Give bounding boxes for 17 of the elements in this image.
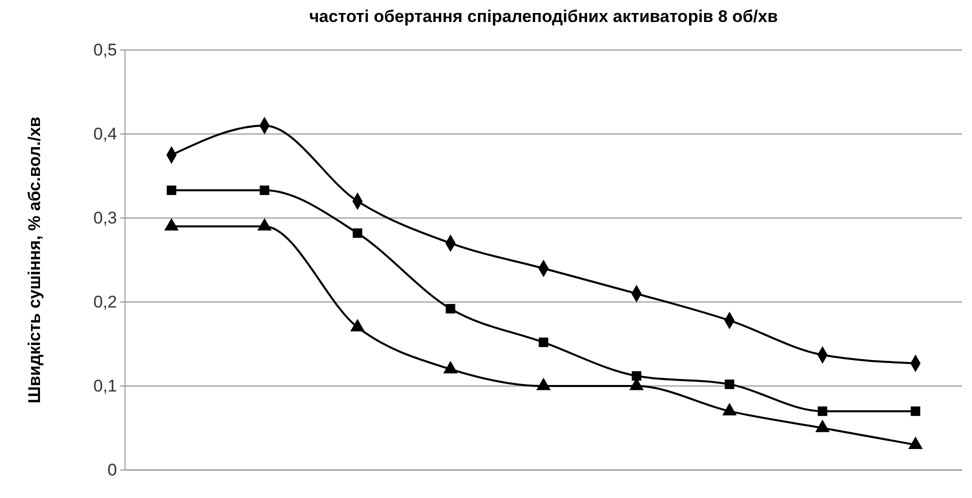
point: [724, 380, 734, 390]
y-tick-label: 0,4: [93, 124, 117, 144]
y-tick-label: 0,3: [93, 208, 117, 228]
point: [538, 338, 548, 348]
point: [352, 228, 362, 238]
point: [260, 186, 270, 196]
y-axis-title: Швидкість сушіння, % абс.вол./хв: [25, 116, 44, 404]
y-tick-label: 0,1: [93, 376, 117, 396]
point: [632, 371, 642, 381]
point: [818, 406, 828, 416]
y-tick-label: 0,5: [93, 40, 117, 60]
chart-title: частоті обертання спіралеподібних активаторів 8 об/хв: [309, 7, 778, 26]
y-tick-label: 0: [108, 460, 117, 480]
point: [910, 406, 920, 416]
y-tick-label: 0,2: [93, 292, 117, 312]
point: [446, 304, 456, 314]
point: [166, 186, 176, 196]
